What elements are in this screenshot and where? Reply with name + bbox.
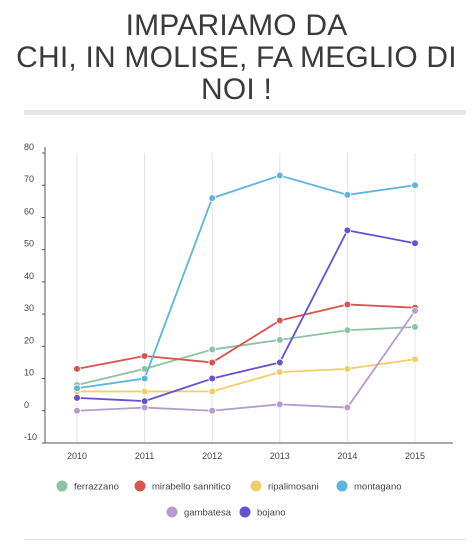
data-point-ferrazzano (275, 336, 284, 344)
legend-label: ripalimosani (268, 482, 319, 493)
legend-swatch (56, 480, 68, 492)
data-point-gambatesa (411, 307, 419, 315)
y-tick-label: 20 (24, 335, 34, 345)
data-point-mirabello-sannitico (343, 300, 352, 309)
chart-title-line-3: NOI ! (200, 73, 272, 106)
chart-title-line-2: CHI, IN MOLISE, FA MEGLIO DI (16, 41, 457, 74)
y-tick-label: 10 (24, 368, 34, 378)
legend-swatch (134, 480, 146, 492)
data-point-bojano (208, 374, 217, 383)
data-point-montagano (73, 384, 81, 393)
data-point-gambatesa (208, 406, 217, 415)
legend-swatch (166, 506, 178, 518)
x-tick-label: 2012 (202, 451, 222, 461)
y-tick-label: 70 (24, 174, 34, 184)
data-point-ripalimosani (140, 387, 149, 396)
data-point-ferrazzano (343, 326, 352, 335)
data-point-ferrazzano (411, 323, 419, 331)
legend-swatch (239, 506, 251, 518)
y-tick-label: 60 (24, 206, 34, 216)
legend-label: bojano (257, 508, 286, 519)
data-point-bojano (73, 394, 81, 402)
x-tick-label: 2011 (135, 451, 154, 461)
chart-title-line-1: IMPARIAMO DA (125, 9, 348, 42)
legend-label: ferrazzano (74, 482, 119, 493)
series-line-bojano (76, 229, 416, 403)
data-point-ferrazzano (208, 345, 217, 354)
x-tick-label: 2015 (405, 451, 425, 461)
x-tick-label: 2010 (67, 451, 87, 461)
y-tick-label: 50 (24, 239, 34, 249)
series-line-gambatesa (76, 310, 416, 412)
series-line-mirabello-sannitico (76, 303, 416, 370)
data-point-ripalimosani (275, 368, 284, 376)
data-point-gambatesa (73, 406, 81, 415)
x-tick-label: 2013 (270, 451, 290, 461)
legend-label: gambatesa (184, 508, 232, 519)
data-point-gambatesa (275, 400, 284, 409)
y-tick-label: 80 (24, 142, 34, 152)
data-point-bojano (140, 397, 149, 405)
data-point-montagano (140, 374, 149, 383)
x-tick-label: 2014 (337, 451, 357, 461)
data-point-ripalimosani (208, 387, 217, 396)
data-point-gambatesa (140, 403, 149, 412)
data-point-bojano (275, 358, 284, 367)
data-point-ripalimosani (343, 365, 352, 373)
legend-label: montagano (354, 482, 402, 493)
data-point-mirabello-sannitico (275, 316, 284, 325)
data-point-montagano (343, 191, 352, 199)
series-line-ferrazzano (76, 326, 416, 386)
series-line-montagano (76, 174, 416, 390)
series-line-ripalimosani (77, 358, 416, 393)
chart-title: IMPARIAMO DA CHI, IN MOLISE, FA MEGLIO D… (0, 10, 473, 106)
data-point-ripalimosani (411, 355, 419, 364)
data-point-gambatesa (343, 403, 352, 412)
data-point-montagano (275, 171, 284, 180)
bottom-divider (24, 539, 466, 540)
title-divider (24, 110, 466, 115)
data-point-bojano (343, 226, 352, 235)
data-point-mirabello-sannitico (208, 358, 217, 367)
data-point-montagano (411, 181, 419, 190)
data-point-bojano (411, 239, 419, 248)
legend-label: mirabello sannitico (152, 482, 231, 493)
data-point-montagano (208, 194, 217, 202)
y-tick-label: 0 (24, 400, 29, 410)
y-tick-label: -10 (24, 432, 37, 442)
y-tick-label: 40 (24, 271, 34, 281)
data-point-mirabello-sannitico (140, 352, 149, 360)
y-tick-label: 30 (24, 303, 34, 313)
data-point-mirabello-sannitico (73, 365, 81, 373)
legend-swatch (250, 480, 262, 492)
legend-swatch (336, 480, 348, 492)
